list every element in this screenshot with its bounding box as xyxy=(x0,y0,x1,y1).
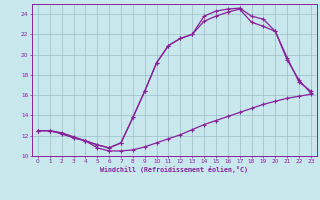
X-axis label: Windchill (Refroidissement éolien,°C): Windchill (Refroidissement éolien,°C) xyxy=(100,166,248,173)
